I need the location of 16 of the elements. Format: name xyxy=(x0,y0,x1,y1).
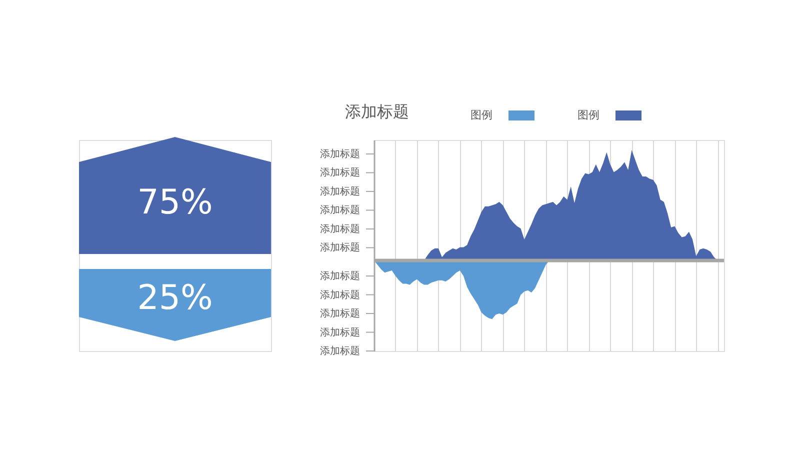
text: 添加标题 xyxy=(320,345,360,357)
chart-title: 添加标题 xyxy=(345,102,409,121)
text: 添加标题 xyxy=(320,185,360,198)
text: 添加标题 xyxy=(320,270,360,282)
text: 添加标题 xyxy=(320,242,360,254)
text: 添加标题 xyxy=(320,308,360,320)
text: 添加标题 xyxy=(320,222,360,235)
text: 添加标题 xyxy=(320,288,360,301)
text: 75% xyxy=(137,182,213,222)
text: 添加标题 xyxy=(320,148,360,160)
legend-label: 图例 xyxy=(470,108,492,122)
text: 添加标题 xyxy=(320,166,360,179)
text: 添加标题 xyxy=(320,326,360,338)
text: 添加标题 xyxy=(320,204,360,216)
text: 25% xyxy=(137,278,213,318)
legend-label: 图例 xyxy=(578,108,600,122)
